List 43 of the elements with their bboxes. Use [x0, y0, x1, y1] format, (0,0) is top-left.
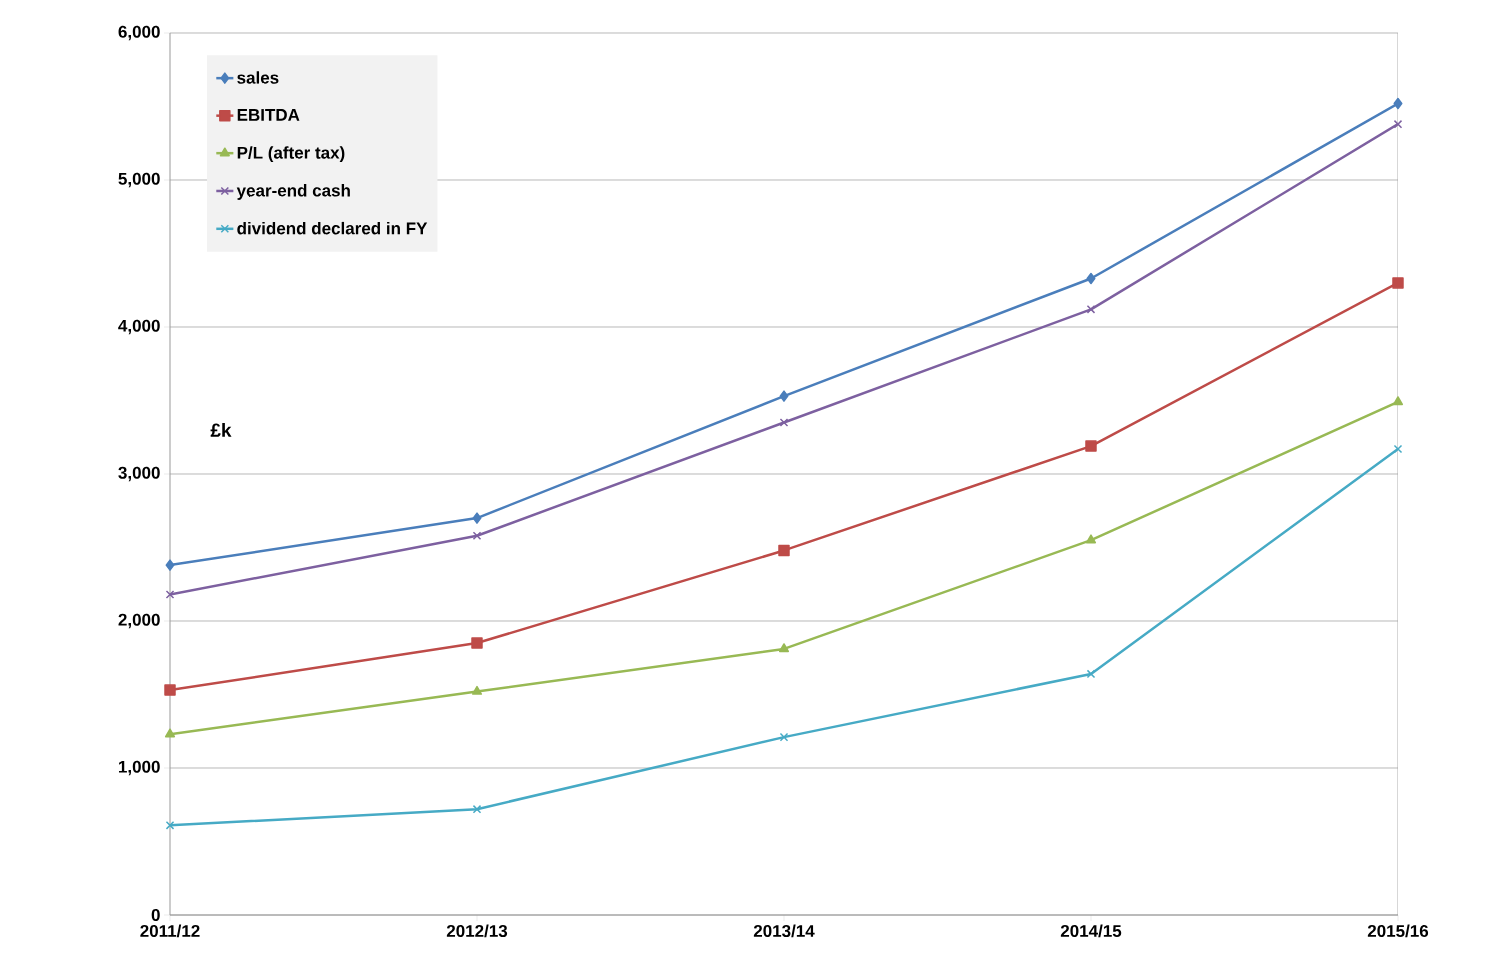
point: [1393, 97, 1403, 110]
y-tick-label: 1,000: [119, 760, 160, 776]
x-tick-label: 2015/16: [1367, 924, 1429, 938]
point: [472, 512, 482, 524]
legend-label: sales: [237, 71, 279, 84]
y-tick-label: 0: [151, 908, 160, 922]
point: [1393, 119, 1403, 129]
point: [472, 531, 482, 541]
point: [1086, 669, 1096, 679]
x-tick-label: 2013/14: [753, 924, 815, 938]
point: [165, 590, 175, 599]
point: [472, 804, 482, 814]
point: [164, 728, 176, 738]
y-tick-label: 2,000: [118, 613, 160, 629]
y-tick-label: 4,000: [118, 319, 160, 335]
point: [1392, 277, 1404, 289]
x-tick-label: 2014/15: [1060, 924, 1122, 938]
y-tick-label: 5,000: [118, 172, 160, 188]
y-tick-label: 6,000: [118, 25, 160, 41]
point: [778, 544, 790, 557]
point: [165, 559, 175, 571]
legend-label: dividend declared in FY: [237, 221, 428, 235]
x-tick-label: 2012/13: [446, 924, 508, 938]
legend-label: year-end cash: [236, 184, 350, 200]
legend-label: EBITDA: [237, 109, 300, 121]
point: [165, 821, 175, 830]
point: [778, 643, 790, 653]
point: [779, 418, 789, 427]
point: [164, 684, 176, 696]
y-axis-title: £k: [210, 423, 232, 437]
point: [779, 732, 789, 742]
point: [1085, 534, 1097, 544]
y-tick-label: 3,000: [118, 466, 160, 482]
point: [1086, 305, 1096, 314]
point: [1392, 396, 1404, 406]
point: [471, 637, 483, 649]
x-tick-label: 2011/12: [140, 924, 200, 938]
point: [471, 685, 483, 695]
point: [1086, 272, 1096, 285]
point: [779, 390, 789, 402]
point: [1085, 440, 1097, 452]
point: [1393, 444, 1403, 454]
legend-label: P/L (after tax): [237, 146, 345, 163]
